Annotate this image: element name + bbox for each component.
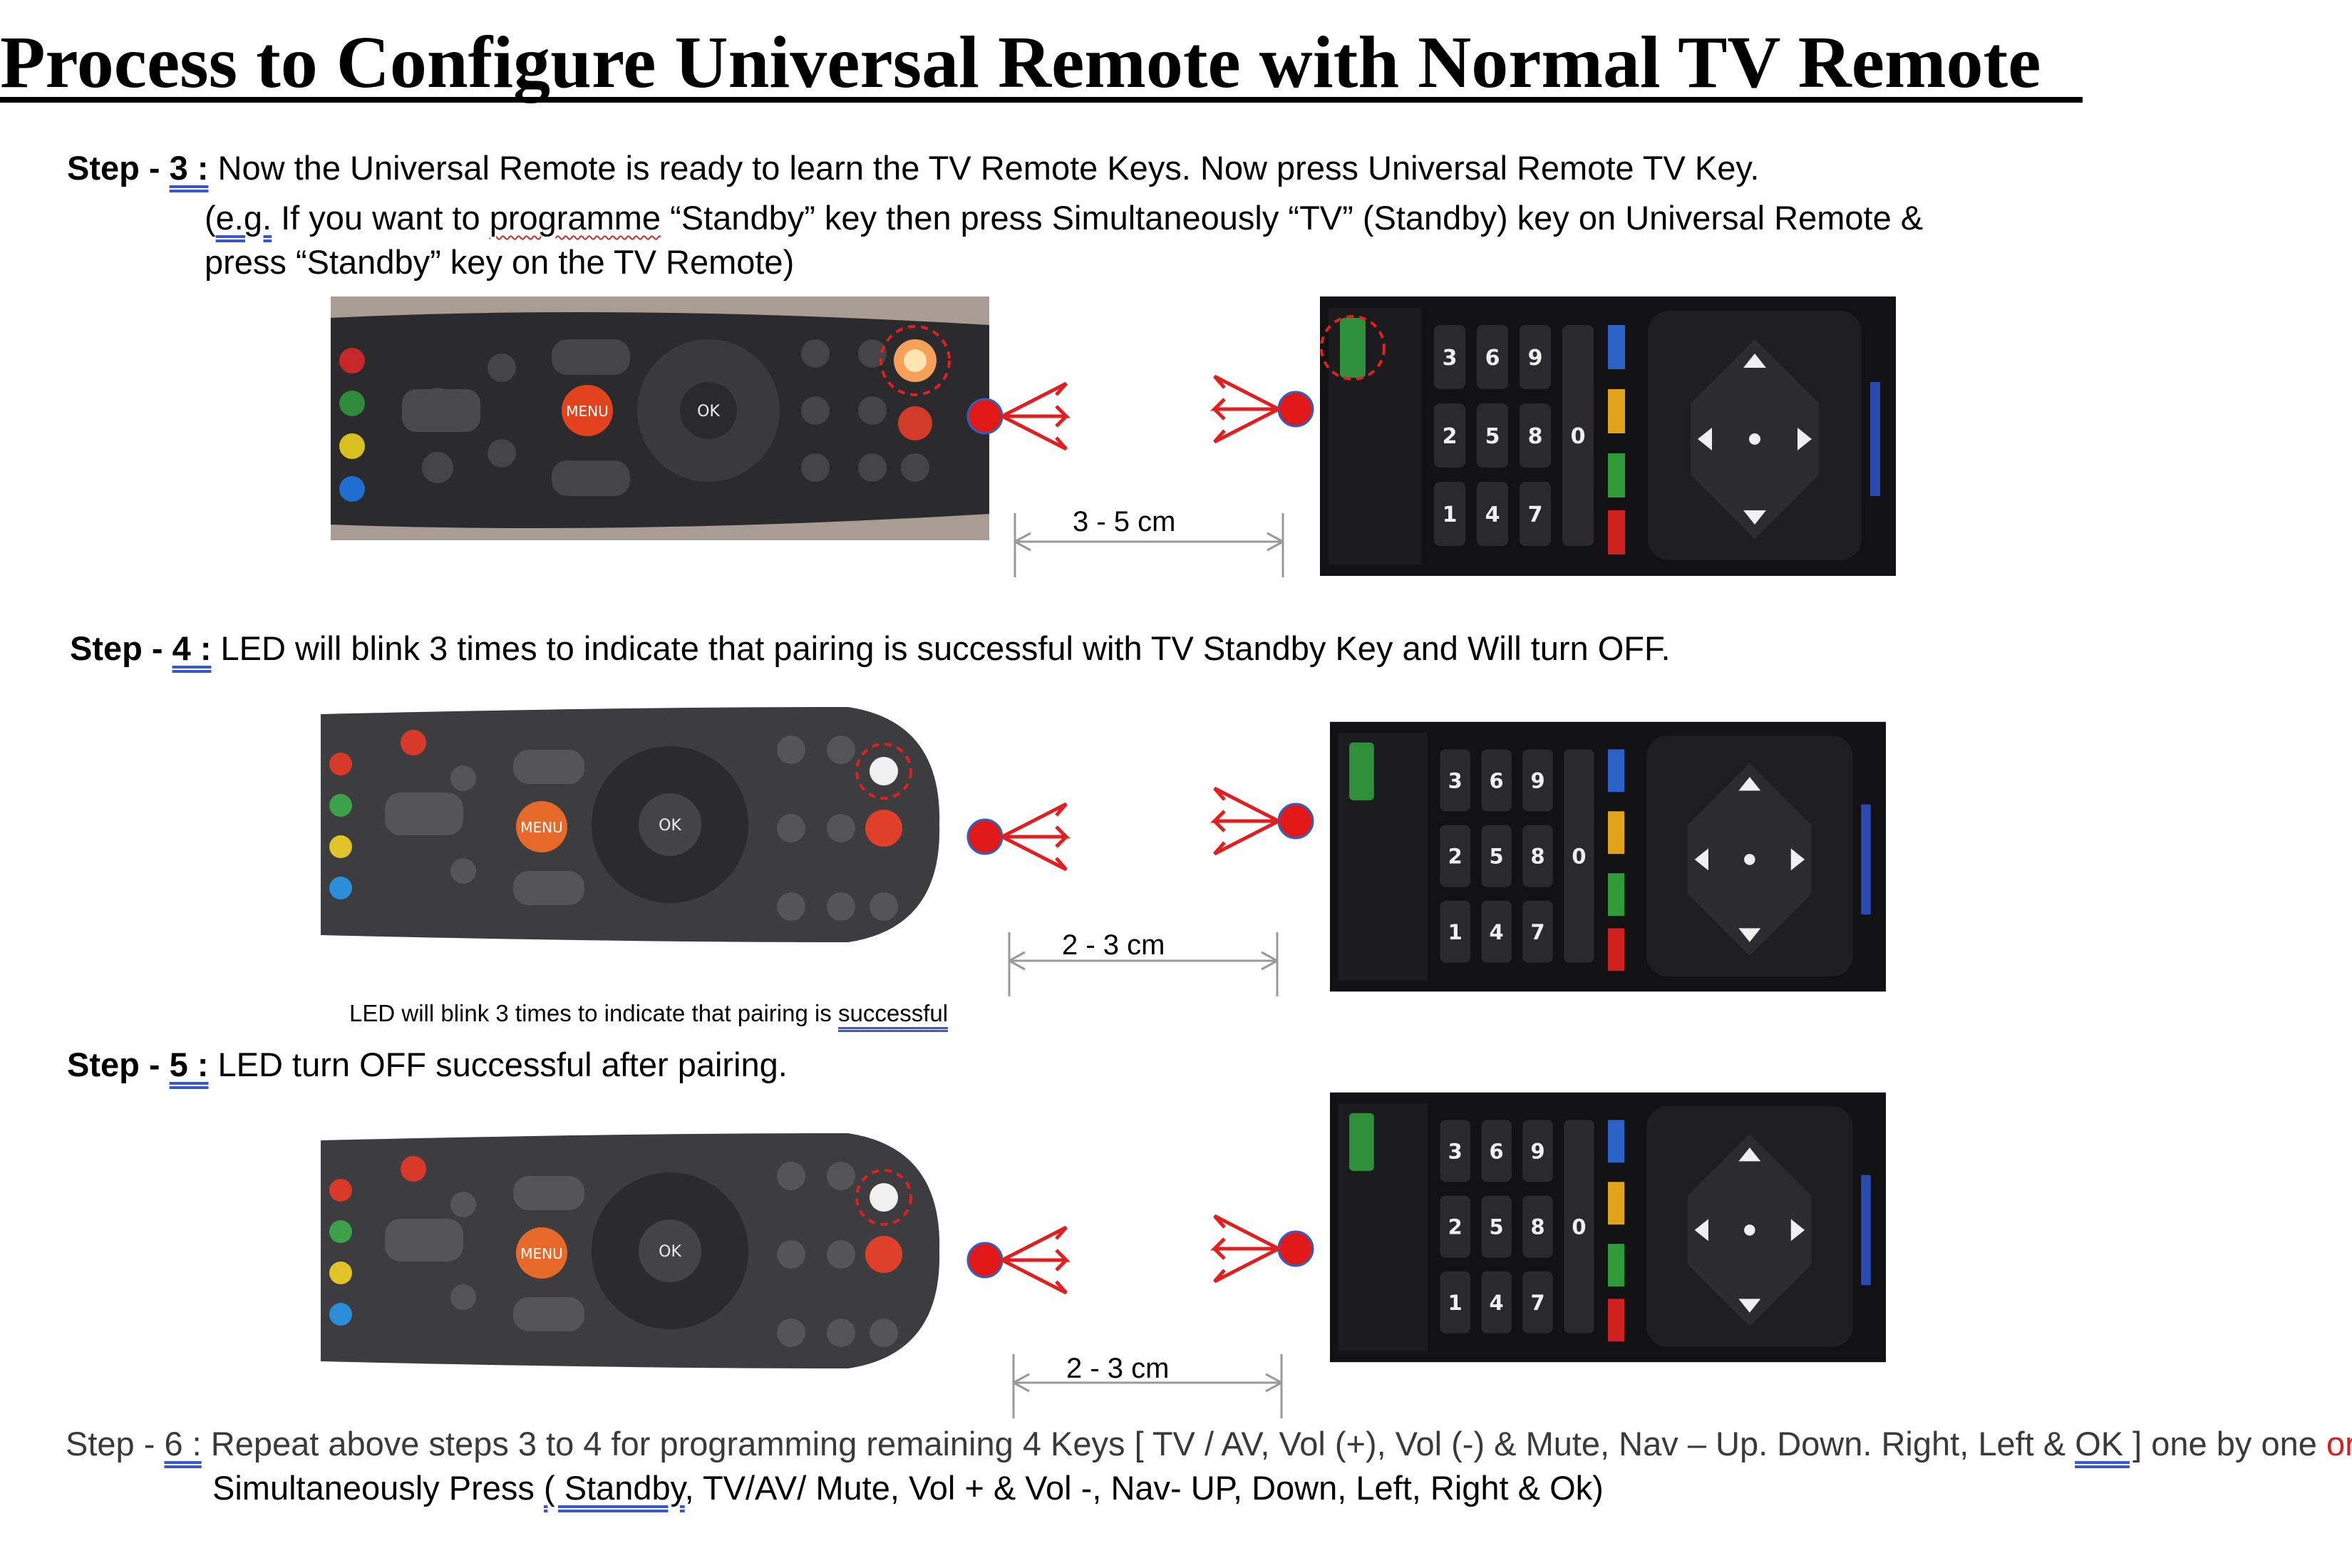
svg-text:2: 2 <box>1448 845 1463 869</box>
step-number: 3 : <box>169 149 209 187</box>
distance-label-1: 3 - 5 cm <box>1073 506 1176 537</box>
svg-text:1: 1 <box>1448 920 1463 944</box>
universal-remote-illustration-step5: MENU OK <box>321 1126 942 1376</box>
paren: ( <box>205 199 216 237</box>
svg-text:7: 7 <box>1530 920 1544 944</box>
svg-text:OK: OK <box>659 817 681 835</box>
svg-text:OK: OK <box>659 1243 681 1261</box>
distance-indicator-2 <box>1005 932 1283 1000</box>
step-text: Now the Universal Remote is ready to lea… <box>208 149 1760 187</box>
ir-signal-arrows-left-1 <box>959 369 1102 462</box>
step4-heading: Step - 4 : LED will blink 3 times to ind… <box>70 627 1671 670</box>
svg-text:3: 3 <box>1448 1139 1463 1163</box>
step-number: 4 : <box>172 629 212 667</box>
ir-signal-arrows-left-3 <box>959 1213 1102 1306</box>
svg-text:9: 9 <box>1530 1139 1544 1163</box>
step6-line1: Step - 6 : Repeat above steps 3 to 4 for… <box>66 1423 2352 1465</box>
step-text: LED turn OFF successful after pairing. <box>208 1046 788 1083</box>
eg-text: e.g. <box>215 199 272 237</box>
svg-text:3: 3 <box>1443 346 1458 371</box>
step-number: 6 : <box>164 1425 202 1463</box>
distance-label-2: 2 - 3 cm <box>1062 929 1165 961</box>
step4-caption: LED will blink 3 times to indicate that … <box>349 998 948 1029</box>
ir-signal-arrows-right-1 <box>1179 369 1321 462</box>
title-underline <box>0 97 2083 103</box>
step-text: Repeat above steps 3 to 4 for programmin… <box>201 1425 2075 1463</box>
step3-heading: Step - 3 : Now the Universal Remote is r… <box>67 147 1759 190</box>
svg-text:8: 8 <box>1530 845 1544 869</box>
caption-text: LED will blink 3 times to indicate that … <box>349 1000 838 1026</box>
svg-text:0: 0 <box>1572 845 1586 869</box>
step-prefix: Step - <box>67 149 170 187</box>
step-text: “Standby” key then press Simultaneously … <box>661 199 1924 237</box>
or-text: or <box>2326 1425 2352 1463</box>
step-text: LED will blink 3 times to indicate that … <box>211 629 1671 667</box>
universal-remote-illustration-step4: MENU OK <box>321 700 942 949</box>
ir-signal-arrows-right-2 <box>1179 781 1321 874</box>
svg-text:MENU: MENU <box>520 1245 563 1262</box>
svg-text:7: 7 <box>1528 502 1543 527</box>
svg-text:8: 8 <box>1528 424 1543 449</box>
step-prefix: Step - <box>66 1425 165 1463</box>
distance-indicator-3 <box>1009 1354 1287 1422</box>
svg-text:7: 7 <box>1530 1291 1544 1315</box>
caption-underlined-word: successful <box>837 1000 949 1026</box>
ir-signal-arrows-right-3 <box>1179 1209 1321 1301</box>
svg-text:2: 2 <box>1443 424 1458 449</box>
svg-text:4: 4 <box>1485 502 1500 527</box>
menu-key-label: MENU <box>566 403 609 420</box>
step-text: , TV/AV/ Mute, Vol + & Vol -, Nav- UP, D… <box>684 1469 1604 1507</box>
svg-text:0: 0 <box>1572 1215 1586 1239</box>
step-prefix: Step - <box>67 1046 170 1083</box>
svg-text:6: 6 <box>1490 1139 1504 1163</box>
svg-text:8: 8 <box>1530 1215 1544 1239</box>
distance-label-3: 2 - 3 cm <box>1066 1353 1170 1384</box>
step-prefix: Step - <box>70 629 172 667</box>
svg-text:6: 6 <box>1490 768 1504 793</box>
svg-text:6: 6 <box>1485 346 1500 371</box>
svg-text:0: 0 <box>1571 424 1586 449</box>
svg-text:4: 4 <box>1490 920 1504 944</box>
step3-line2: (e.g. If you want to programme “Standby”… <box>205 197 1923 239</box>
svg-text:5: 5 <box>1485 424 1500 449</box>
step-text: one by one <box>2142 1425 2326 1463</box>
svg-text:1: 1 <box>1443 502 1458 527</box>
ok-bracket-text: OK ] <box>2075 1425 2142 1463</box>
svg-text:5: 5 <box>1490 1215 1504 1239</box>
svg-text:9: 9 <box>1528 346 1543 371</box>
svg-text:3: 3 <box>1448 768 1463 793</box>
ok-key-label: OK <box>697 403 720 421</box>
universal-remote-photo-step3: MENU OK <box>331 296 989 540</box>
step-text: If you want to <box>272 199 490 237</box>
svg-text:MENU: MENU <box>520 819 563 836</box>
step6-line2: Simultaneously Press ( Standby, TV/AV/ M… <box>212 1467 1604 1510</box>
distance-indicator-1 <box>1011 513 1289 581</box>
svg-text:2: 2 <box>1448 1215 1463 1239</box>
svg-text:1: 1 <box>1448 1291 1463 1315</box>
page-title: Process to Configure Universal Remote wi… <box>0 21 2041 103</box>
step3-line3: press “Standby” key on the TV Remote) <box>205 243 795 281</box>
svg-text:9: 9 <box>1530 768 1544 793</box>
svg-text:5: 5 <box>1490 845 1504 869</box>
svg-text:4: 4 <box>1490 1291 1504 1315</box>
standby-text: ( Standby <box>543 1469 685 1507</box>
step-number: 5 : <box>169 1046 209 1083</box>
step5-heading: Step - 5 : LED turn OFF successful after… <box>67 1043 788 1086</box>
step-text: Simultaneously Press <box>212 1469 544 1507</box>
programme-word: programme <box>489 199 661 237</box>
ir-signal-arrows-left-2 <box>959 790 1102 882</box>
